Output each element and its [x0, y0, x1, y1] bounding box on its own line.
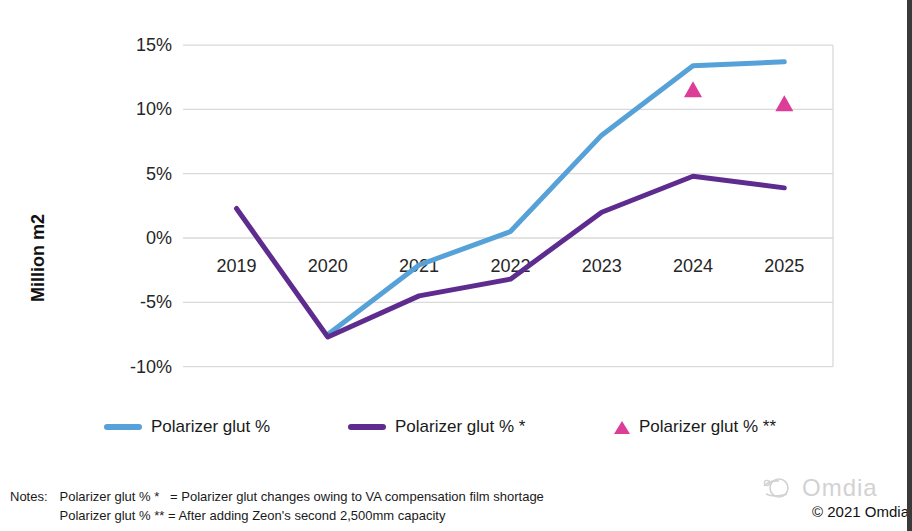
legend-label: Polarizer glut % **: [639, 417, 776, 437]
notes: Notes: Polarizer glut % * = Polarizer gl…: [10, 487, 544, 525]
note-line-1: Polarizer glut % * = Polarizer glut chan…: [60, 487, 544, 506]
series-line-0: [328, 62, 785, 335]
y-tick-label: -5%: [140, 292, 172, 312]
triangle-marker: [684, 81, 702, 97]
legend-label: Polarizer glut %: [151, 417, 270, 437]
y-tick-label: -10%: [130, 357, 172, 377]
x-tick-label: 2020: [308, 256, 348, 276]
omdia-logo-icon: [760, 472, 796, 504]
legend-item-polarizer-glut-doublestar: Polarizer glut % **: [614, 414, 776, 440]
legend-item-polarizer-glut: Polarizer glut %: [104, 414, 270, 440]
legend-item-polarizer-glut-star: Polarizer glut % *: [348, 414, 525, 440]
x-tick-label: 2019: [216, 256, 256, 276]
y-tick-label: 15%: [136, 35, 172, 55]
chart-canvas: 15%10%5%0%-5%-10%20192020202120222023202…: [0, 0, 912, 400]
x-tick-label: 2023: [582, 256, 622, 276]
y-tick-label: 10%: [136, 99, 172, 119]
omdia-logo: Omdia: [760, 472, 878, 504]
notes-label: Notes:: [10, 487, 48, 525]
triangle-marker: [775, 95, 793, 111]
chart-screenshot: 15%10%5%0%-5%-10%20192020202120222023202…: [0, 0, 912, 531]
x-tick-label: 2024: [673, 256, 713, 276]
y-tick-label: 5%: [146, 164, 172, 184]
blue-line-swatch: [104, 424, 142, 430]
note-line-2: Polarizer glut % ** = After adding Zeon'…: [60, 506, 544, 525]
pink-triangle-swatch: [614, 421, 630, 434]
y-axis-title: Million m2: [24, 190, 52, 326]
purple-line-swatch: [348, 424, 386, 430]
omdia-logo-text: Omdia: [802, 474, 878, 502]
legend-label: Polarizer glut % *: [395, 417, 525, 437]
x-tick-label: 2025: [764, 256, 804, 276]
screen-right-edge: [907, 0, 912, 531]
copyright-text: © 2021 Omdia: [812, 503, 909, 520]
y-tick-label: 0%: [146, 228, 172, 248]
